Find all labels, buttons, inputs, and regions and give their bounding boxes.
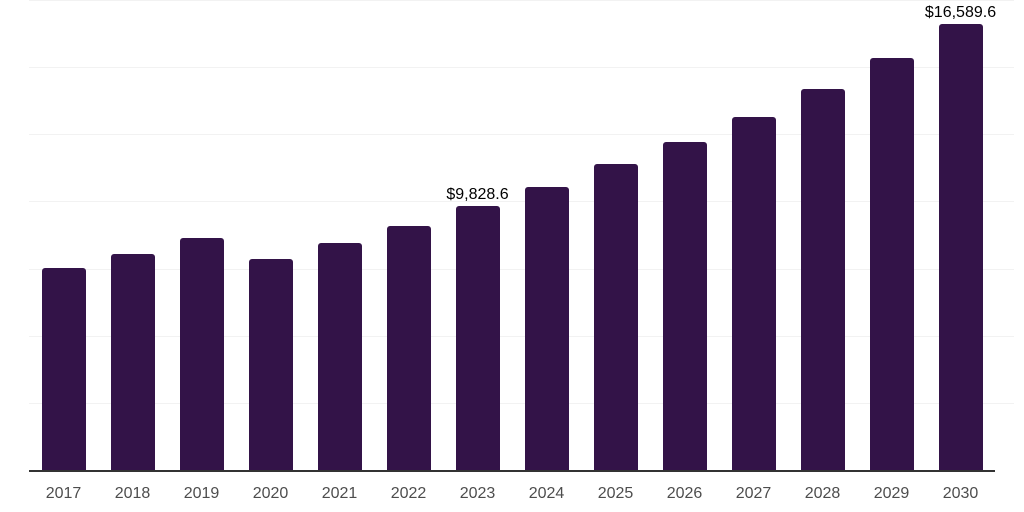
data-label-2023: $9,828.6 <box>446 186 509 204</box>
x-tick-label-2018: 2018 <box>114 485 151 502</box>
bar-2023: $9,828.6 <box>446 187 509 470</box>
bar-band-2017 <box>29 0 98 470</box>
x-tick-label-2020: 2020 <box>252 485 289 502</box>
bar-band-2029 <box>857 0 926 470</box>
bar-band-2020 <box>236 0 305 470</box>
bar-band-2030: $16,589.6 <box>925 0 996 470</box>
bar-2022 <box>386 226 431 470</box>
x-tick-label-2026: 2026 <box>666 485 703 502</box>
bar-band-2018 <box>98 0 167 470</box>
bar-band-2022 <box>374 0 443 470</box>
x-tick-label-2027: 2027 <box>735 485 772 502</box>
bar-2026 <box>662 142 707 470</box>
bar-band-2028 <box>788 0 857 470</box>
x-tick-label-2024: 2024 <box>528 485 565 502</box>
bar-2020 <box>248 258 293 470</box>
x-tick-label-2022: 2022 <box>390 485 427 502</box>
x-axis: 2017 2018 2019 2020 2021 2022 2023 2024 2025 2026… <box>29 484 995 503</box>
data-label-2030: $16,589.6 <box>924 4 997 22</box>
bar-2019 <box>179 237 224 470</box>
x-tick-label-2019: 2019 <box>183 485 220 502</box>
bar-2024 <box>524 186 569 470</box>
x-tick-label-2030: 2030 <box>942 485 979 502</box>
bar-2029 <box>869 58 914 470</box>
bar-2021 <box>317 243 362 470</box>
bar-band-2019 <box>167 0 236 470</box>
bar-2027 <box>731 117 776 470</box>
bar-band-2026 <box>650 0 719 470</box>
x-tick-label-2017: 2017 <box>45 485 82 502</box>
x-tick-label-2028: 2028 <box>804 485 841 502</box>
bar-2018 <box>110 253 155 470</box>
x-tick-label-2021: 2021 <box>321 485 358 502</box>
x-tick-label-2029: 2029 <box>873 485 910 502</box>
bar-band-2023: $9,828.6 <box>443 0 512 470</box>
bar-2028 <box>800 88 845 470</box>
bar-band-2024 <box>512 0 581 470</box>
bar-band-2021 <box>305 0 374 470</box>
bar-2030: $16,589.6 <box>925 5 996 470</box>
bar-2017 <box>41 267 86 470</box>
plot-area: $9,828.6 $16,589.6 <box>29 0 996 472</box>
x-tick-label-2025: 2025 <box>597 485 634 502</box>
bar-band-2025 <box>581 0 650 470</box>
x-tick-label-2023: 2023 <box>459 485 496 502</box>
bar-2025 <box>593 164 638 470</box>
bar-band-2027 <box>719 0 788 470</box>
